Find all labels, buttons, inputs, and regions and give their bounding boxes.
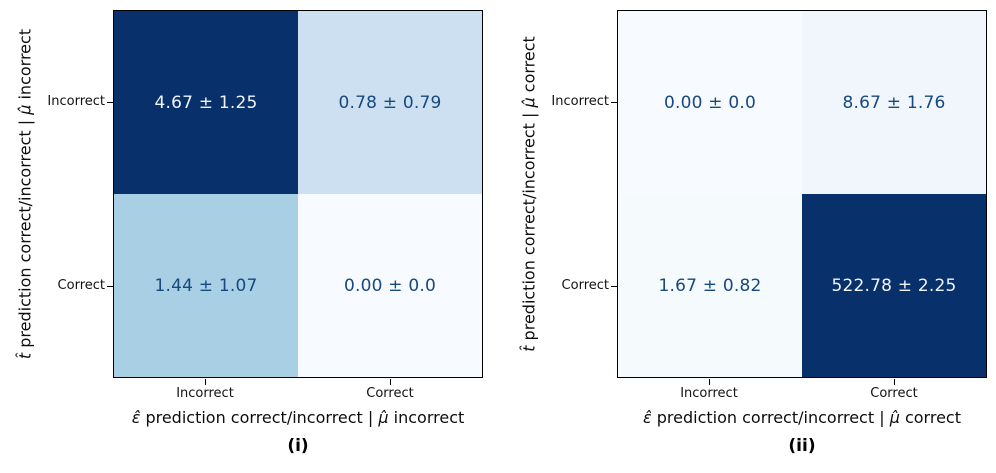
t-hat-symbol: t̂ (15, 352, 35, 360)
x-axis-label-text: prediction correct/incorrect | (651, 408, 890, 427)
x-axis-label-text: prediction correct/incorrect | (140, 408, 379, 427)
heatmap-cell: 0.00 ± 0.0 (298, 194, 482, 377)
heatmap-cell: 8.67 ± 1.76 (802, 11, 986, 194)
tick-mark (205, 379, 206, 385)
t-hat-symbol: t̂ (519, 345, 539, 352)
tick-mark (611, 286, 617, 287)
x-tick-label: Incorrect (176, 386, 234, 401)
heatmap-cell: 0.00 ± 0.0 (618, 11, 802, 194)
y-tick-label: Incorrect (551, 94, 609, 109)
y-axis-label-suffix: correct (519, 36, 539, 98)
x-axis-label-suffix: correct (899, 408, 961, 427)
tick-mark (107, 102, 113, 103)
x-axis-label-suffix: incorrect (388, 408, 465, 427)
y-axis-label-text: prediction correct/incorrect | (519, 107, 539, 346)
tick-mark (709, 379, 710, 385)
tick-mark (894, 379, 895, 385)
x-tick-label: Incorrect (680, 386, 738, 401)
heatmap-ii: 0.00 ± 0.0 8.67 ± 1.76 1.67 ± 0.82 522.7… (617, 10, 987, 378)
y-axis-label-text: prediction correct/incorrect | (15, 114, 35, 353)
epsilon-hat-symbol: ε̂ (643, 408, 652, 427)
tick-mark (107, 286, 113, 287)
heatmap-cell: 522.78 ± 2.25 (802, 194, 986, 377)
x-tick-label: Correct (366, 386, 414, 401)
x-axis-label: ε̂ prediction correct/incorrect | μ̂ cor… (552, 408, 996, 427)
y-tick-label: Correct (561, 278, 609, 293)
x-axis-label: ε̂ prediction correct/incorrect | μ̂ inc… (48, 408, 548, 427)
heatmap-cell: 4.67 ± 1.25 (114, 11, 298, 194)
mu-hat-symbol: μ̂ (889, 408, 900, 427)
subplot-caption-i: (i) (287, 436, 309, 456)
heatmap-cell: 1.67 ± 0.82 (618, 194, 802, 377)
y-tick-label: Correct (57, 278, 105, 293)
tick-mark (611, 102, 617, 103)
heatmap-i: 4.67 ± 1.25 0.78 ± 0.79 1.44 ± 1.07 0.00… (113, 10, 483, 378)
heatmap-cell: 0.78 ± 0.79 (298, 11, 482, 194)
heatmap-cell: 1.44 ± 1.07 (114, 194, 298, 377)
x-tick-label: Correct (870, 386, 918, 401)
tick-mark (390, 379, 391, 385)
y-tick-label: Incorrect (47, 94, 105, 109)
y-axis-label: t̂ prediction correct/incorrect | μ̂ cor… (520, 36, 539, 352)
subplot-caption-ii: (ii) (788, 436, 816, 456)
epsilon-hat-symbol: ε̂ (131, 408, 141, 427)
y-axis-label: t̂ prediction correct/incorrect | μ̂ inc… (16, 29, 35, 359)
mu-hat-symbol: μ̂ (378, 408, 389, 427)
